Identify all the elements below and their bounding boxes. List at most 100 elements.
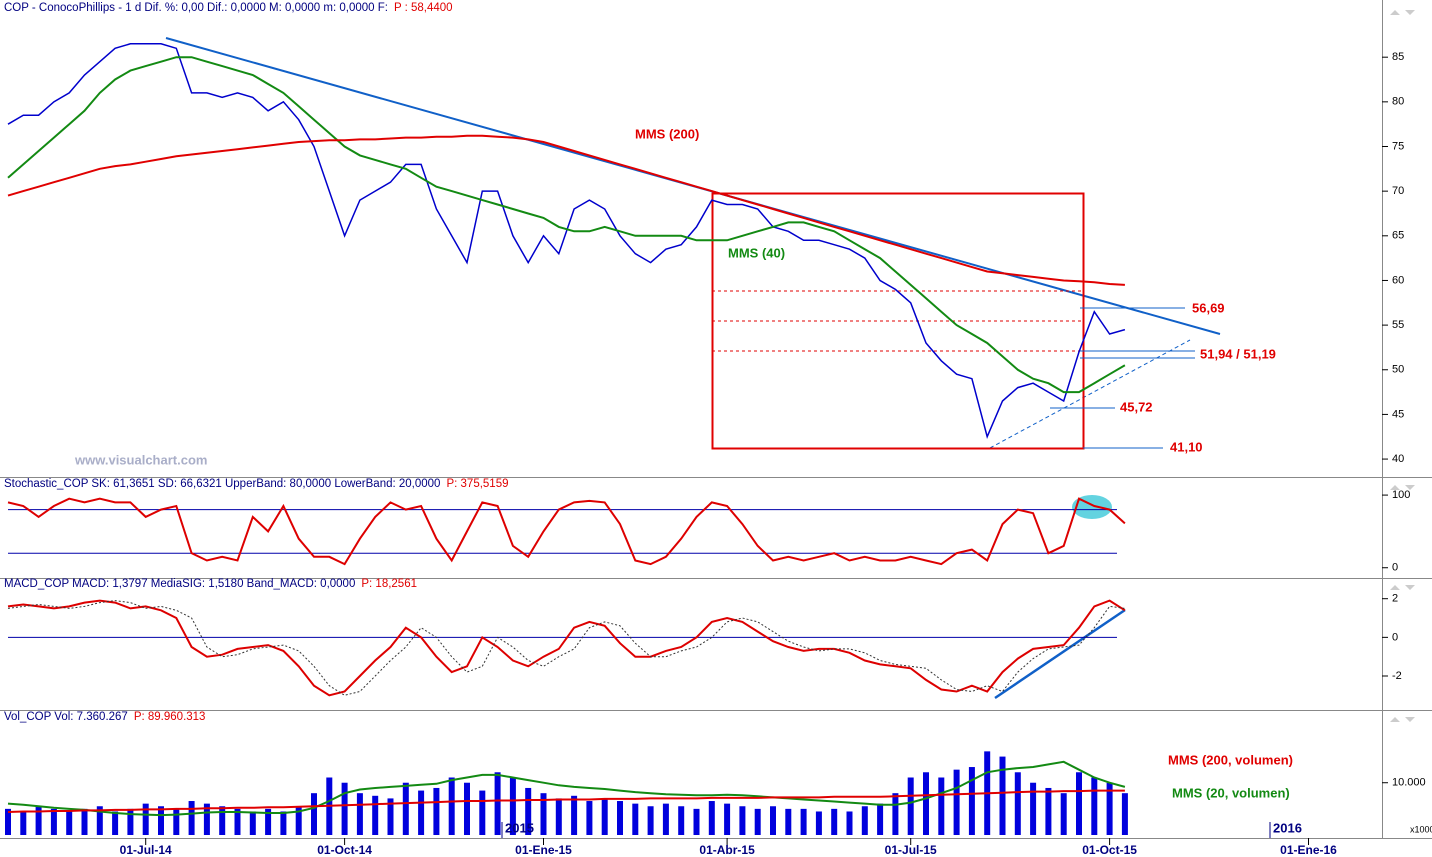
- panel-title: COP - ConocoPhillips - 1 d Dif. %: 0,00 …: [4, 2, 388, 14]
- volume-bar: [234, 808, 241, 835]
- annotation: 56,69: [1192, 300, 1225, 315]
- y-tick-label: 50: [1392, 364, 1404, 376]
- y-tick-label: 0: [1392, 631, 1398, 643]
- volume-bar: [402, 782, 409, 835]
- annotation: 41,10: [1170, 439, 1203, 454]
- volume-bar: [708, 801, 715, 835]
- series-line: [7, 600, 1125, 696]
- volume-bar: [877, 803, 884, 835]
- series-line: [7, 497, 1126, 566]
- volume-bar: [356, 793, 363, 835]
- volume-bar: [50, 808, 57, 835]
- volume-bar: [770, 806, 776, 835]
- panel-value: P : 58,4400: [394, 2, 453, 14]
- volume-bar: [938, 777, 945, 835]
- x-tick-label: 01-Ene-16: [1280, 843, 1337, 857]
- volume-bar: [968, 767, 975, 835]
- volume-bar: [525, 787, 532, 835]
- volume-bar: [494, 772, 501, 835]
- volume-bar: [173, 808, 180, 835]
- volume-bar: [754, 808, 761, 835]
- volume-bar: [280, 811, 287, 835]
- volume-bar: [907, 777, 914, 835]
- panel-value: P: 89.960.313: [134, 711, 206, 723]
- annotation: www.visualchart.com: [74, 452, 207, 467]
- volume-bar: [387, 798, 394, 835]
- volume-bar: [249, 811, 256, 835]
- volume-bar: [647, 806, 654, 835]
- annotation: 45,72: [1120, 399, 1153, 414]
- volume-bar: [540, 793, 547, 835]
- volume-bar: [35, 806, 42, 835]
- x-tick-label: 01-Oct-15: [1082, 843, 1137, 857]
- scroll-arrow: [1390, 10, 1415, 15]
- y-tick-label: 55: [1392, 319, 1404, 331]
- volume-bar: [311, 793, 317, 835]
- x-tick-label: 01-Jul-14: [120, 843, 172, 857]
- y-tick-label: 80: [1392, 96, 1404, 108]
- volume-bar: [127, 808, 134, 835]
- volume-bar: [815, 811, 822, 835]
- volume-bar: [923, 772, 929, 835]
- plots: COP - ConocoPhillips - 1 d Dif. %: 0,00 …: [4, 2, 1432, 857]
- volume-bar: [1030, 782, 1037, 835]
- volume-bar: [1106, 782, 1113, 835]
- volume-bar: [892, 793, 899, 835]
- y-tick-label: 2: [1392, 593, 1398, 605]
- y-tick-label: 70: [1392, 185, 1404, 197]
- volume-bar: [433, 787, 440, 835]
- volume-bar: [953, 769, 960, 835]
- volume-bar: [632, 803, 639, 835]
- trendline: [994, 608, 1126, 700]
- volume-bar: [831, 808, 838, 835]
- volume-bar: [341, 782, 348, 835]
- volume-bar: [999, 756, 1006, 835]
- volume-bar: [617, 801, 623, 835]
- volume-bar: [1121, 793, 1128, 835]
- panel-value: P: 18,2561: [361, 578, 417, 590]
- volume-bar: [693, 808, 700, 835]
- panel-title: Vol_COP Vol: 7.360.267: [4, 711, 128, 723]
- volume-bar: [142, 803, 149, 835]
- y-tick-label: 85: [1392, 51, 1404, 63]
- annotation: 2015: [505, 820, 534, 835]
- volume-bar: [1045, 787, 1052, 835]
- volume-bar: [785, 808, 792, 835]
- volume-bar: [846, 811, 853, 835]
- scroll-arrow: [1390, 585, 1415, 590]
- y-tick-label: 60: [1392, 274, 1404, 286]
- scroll-arrows: [1390, 10, 1415, 722]
- volume-bar: [464, 782, 470, 835]
- volume-bar: [81, 808, 88, 835]
- volume-bar: [372, 795, 379, 835]
- volume-bar: [1091, 777, 1098, 835]
- volume-bar: [188, 801, 195, 835]
- annotation: 2016: [1273, 820, 1302, 835]
- volume-bar: [601, 798, 608, 835]
- volume-bar: [5, 808, 11, 835]
- series-line: [7, 599, 1126, 697]
- y-tick-label: 10.000: [1392, 777, 1426, 789]
- y-tick-label: -2: [1392, 670, 1402, 682]
- volume-bar: [219, 806, 226, 835]
- series-label: MMS (200, volumen): [1168, 752, 1293, 767]
- y-tick-label: 75: [1392, 140, 1404, 152]
- volume-bar: [678, 806, 685, 835]
- volume-bar: [96, 806, 103, 835]
- y-tick-label: 40: [1392, 453, 1404, 465]
- y-tick-label: 0: [1392, 562, 1398, 574]
- volume-bar: [1076, 772, 1082, 835]
- y-tick-label: 100: [1392, 489, 1410, 501]
- volume-bar: [509, 777, 516, 835]
- panel-frames: [0, 0, 1432, 839]
- volume-bar: [265, 808, 272, 835]
- y-tick-label: 65: [1392, 230, 1404, 242]
- volume-bar: [1014, 772, 1021, 835]
- scroll-arrow: [1390, 485, 1415, 490]
- volume-bar: [662, 803, 669, 835]
- volume-bar: [295, 806, 302, 835]
- volume-bar: [66, 811, 73, 835]
- series-line: [7, 43, 1126, 439]
- x-tick-label: 01-Oct-14: [317, 843, 372, 857]
